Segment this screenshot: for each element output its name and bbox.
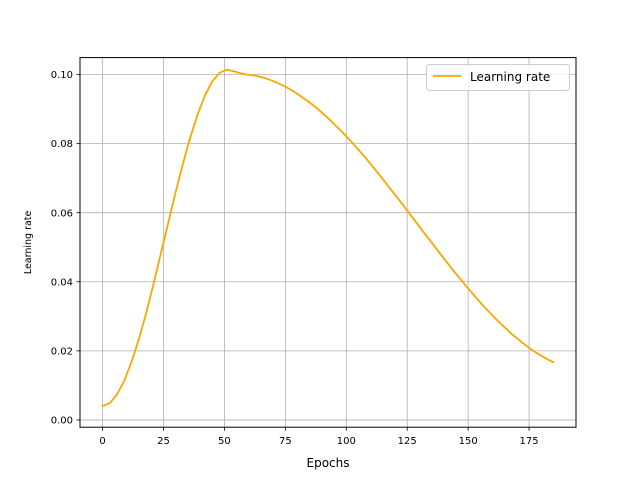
x-tick-label: 75	[279, 436, 292, 447]
x-tick-label: 125	[398, 436, 417, 447]
x-axis-ticks: 0 25 50 75 100 125 150 175	[99, 427, 539, 447]
y-tick-label: 0.00	[51, 416, 73, 427]
x-tick-label: 0	[99, 436, 105, 447]
x-tick-label: 175	[520, 436, 539, 447]
y-axis-ticks: 0.00 0.02 0.04 0.06 0.08 0.10	[51, 70, 80, 427]
legend-box	[426, 64, 570, 91]
x-axis-label: Epochs	[307, 456, 350, 470]
y-tick-label: 0.02	[51, 346, 73, 357]
grid	[80, 57, 576, 428]
y-axis-label: Learning rate	[23, 210, 34, 274]
x-tick-label: 150	[459, 436, 478, 447]
legend: Learning rate	[426, 64, 570, 91]
learning-rate-series-line	[101, 68, 555, 408]
legend-label: Learning rate	[470, 70, 550, 84]
y-tick-label: 0.06	[51, 208, 73, 219]
plot-frame	[79, 57, 577, 428]
plot-area	[80, 57, 576, 428]
x-tick-label: 25	[157, 436, 170, 447]
y-tick-label: 0.08	[51, 139, 73, 150]
y-tick-label: 0.10	[51, 70, 73, 81]
series-layer	[101, 68, 555, 408]
x-tick-label: 100	[337, 436, 356, 447]
y-tick-label: 0.04	[51, 277, 73, 288]
x-tick-label: 50	[218, 436, 231, 447]
